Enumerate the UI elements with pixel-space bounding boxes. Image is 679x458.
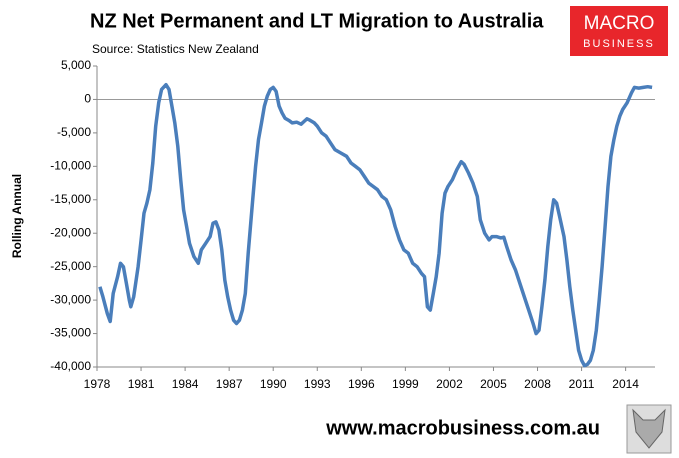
- logo: MACRO BUSINESS: [570, 6, 668, 56]
- x-tick-label: 1984: [172, 377, 199, 391]
- y-tick-label: -20,000: [50, 225, 91, 239]
- x-tick-label: 1993: [304, 377, 331, 391]
- y-tick-label: -25,000: [50, 259, 91, 273]
- x-tick-label: 1996: [348, 377, 375, 391]
- x-tick-label: 2008: [524, 377, 551, 391]
- y-tick-label: 5,000: [61, 58, 91, 72]
- wolf-icon-shape: [632, 408, 666, 449]
- logo-text: BUSINESS: [583, 38, 655, 50]
- data-line: [98, 82, 653, 368]
- chart-subtitle: Source: Statistics New Zealand: [92, 42, 259, 56]
- x-tick-label: 1990: [260, 377, 287, 391]
- x-tick-label: 2002: [436, 377, 463, 391]
- logo-text: MACRO: [584, 13, 655, 34]
- x-tick-label: 1981: [128, 377, 155, 391]
- x-tick-label: 2005: [480, 377, 507, 391]
- x-tick-label: 2014: [612, 377, 639, 391]
- y-axis-label: Rolling Annual: [10, 174, 24, 258]
- chart-title: NZ Net Permanent and LT Migration to Aus…: [90, 10, 544, 32]
- y-tick-label: -5,000: [57, 125, 91, 139]
- y-tick-label: -10,000: [50, 159, 91, 173]
- x-tick-label: 1987: [216, 377, 243, 391]
- y-tick-label: -35,000: [50, 326, 91, 340]
- y-tick-label: -40,000: [50, 359, 91, 373]
- y-tick-label: -30,000: [50, 292, 91, 306]
- x-tick-label: 1978: [84, 377, 111, 391]
- y-tick-label: 0: [84, 92, 91, 106]
- footer-url: www.macrobusiness.com.au: [325, 417, 600, 439]
- y-tick-label: -15,000: [50, 192, 91, 206]
- logo-box: [570, 6, 668, 56]
- x-tick-label: 2011: [569, 377, 595, 391]
- x-tick-label: 1999: [392, 377, 419, 391]
